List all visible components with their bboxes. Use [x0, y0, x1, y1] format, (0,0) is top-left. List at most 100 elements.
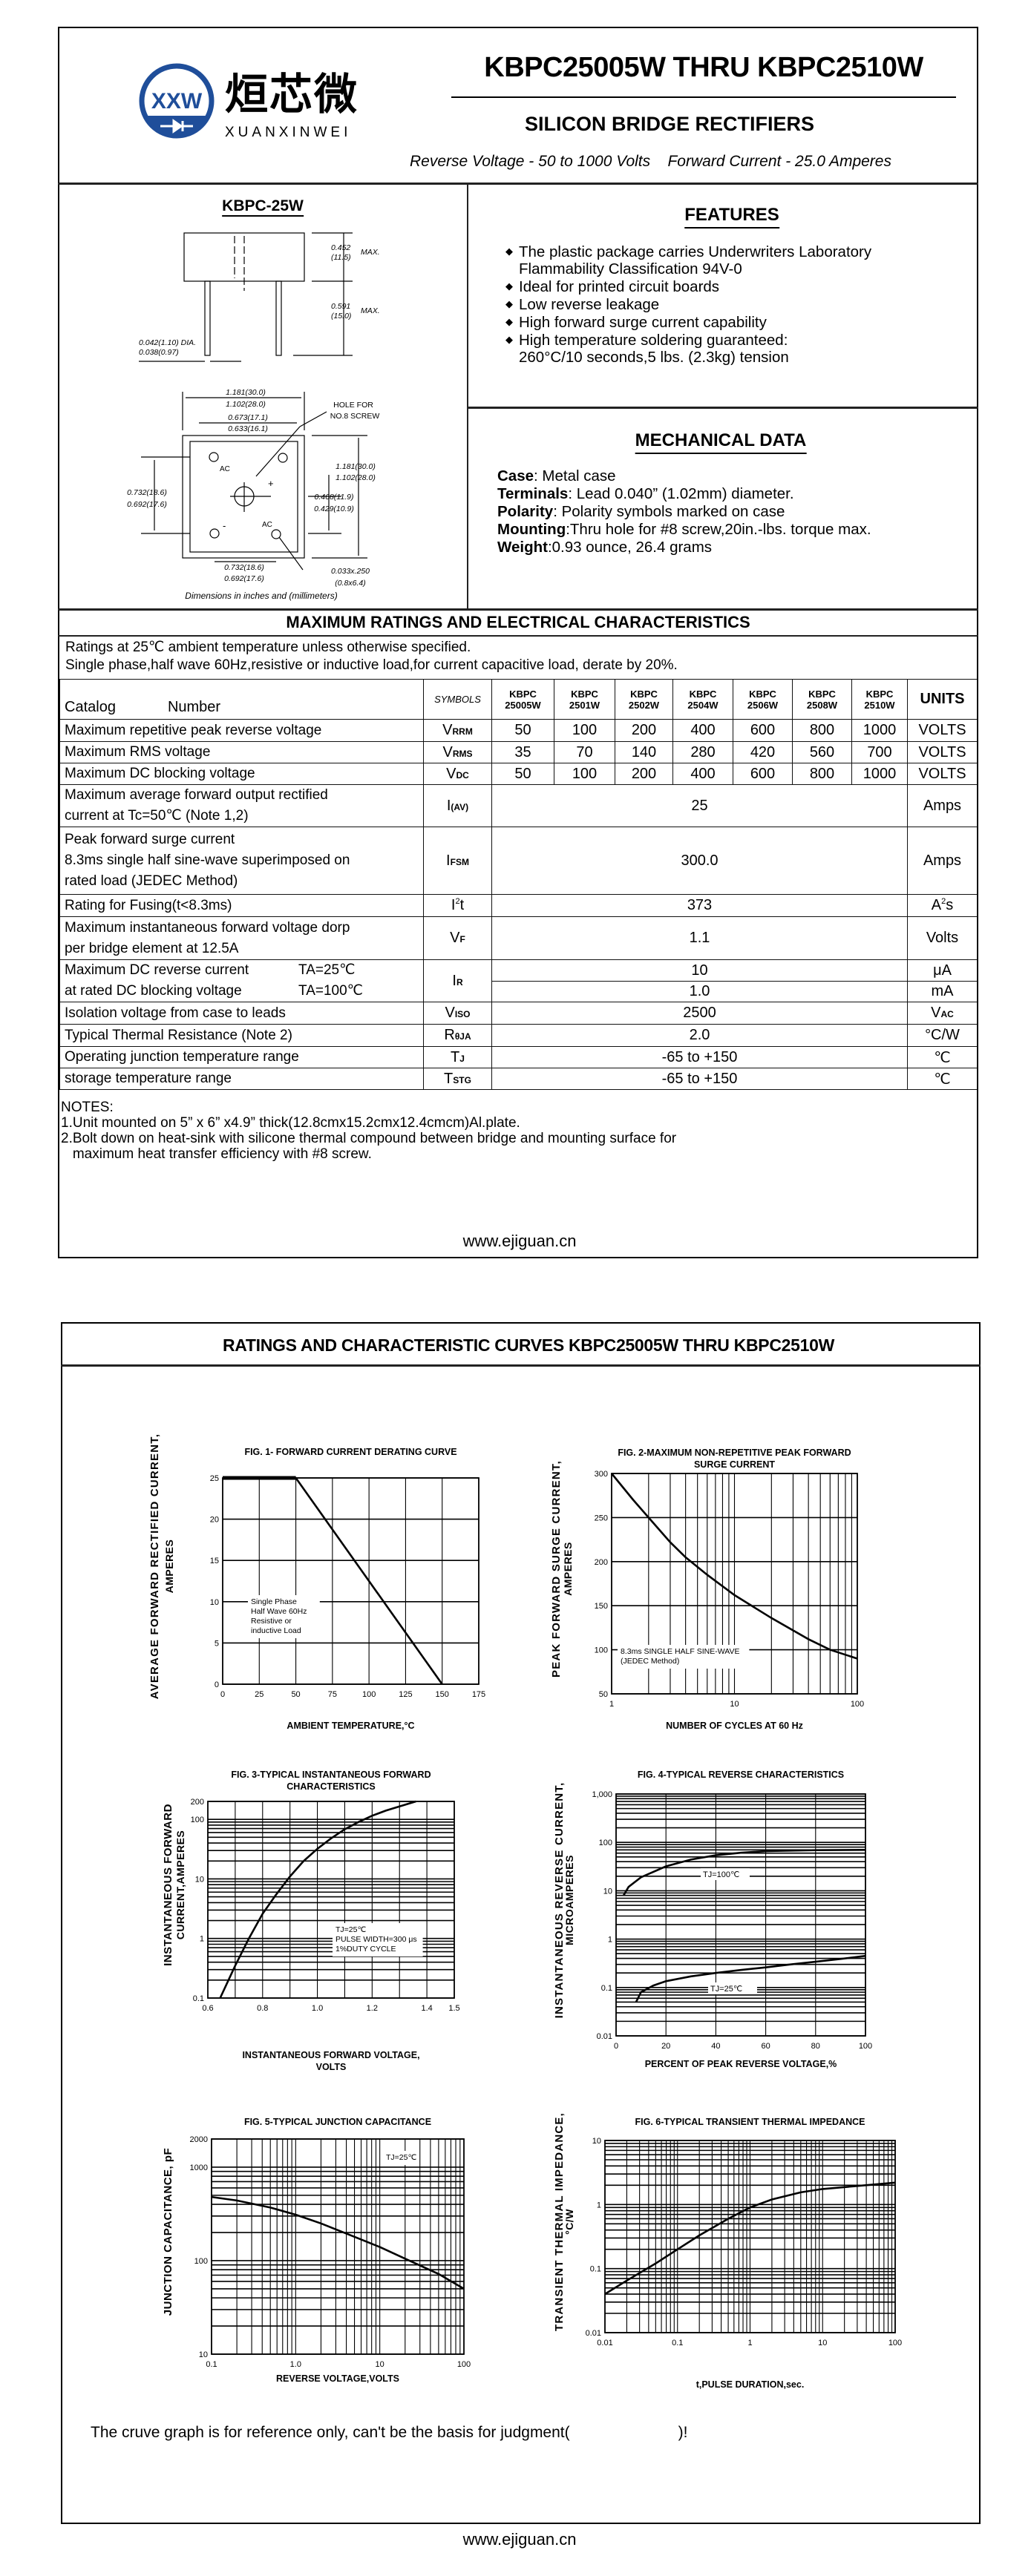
symbol-subscript: R: [456, 976, 463, 988]
part-suffix: 2501W: [569, 699, 600, 711]
series-curve: [622, 1849, 866, 1896]
x-tick-label: 1: [747, 2339, 752, 2347]
y-tick-label: 1,000: [592, 1790, 612, 1799]
feature-text: Ideal for printed circuit boards: [519, 278, 720, 295]
feature-text: Low reverse leakage: [519, 296, 660, 313]
x-tick-label: 1: [609, 1700, 614, 1709]
symbol: T: [444, 1070, 454, 1087]
y-tick-label: 1: [608, 1936, 612, 1945]
company-logo: XXW 烜芯微 XUANXINWEI: [138, 62, 383, 141]
x-axis-label: NUMBER OF CYCLES AT 60 Hz: [666, 1721, 803, 1731]
gridlines: [604, 2140, 896, 2333]
x-tick-label: 0.8: [257, 2004, 268, 2013]
header-divider: [58, 183, 978, 185]
package-lead: [204, 280, 211, 356]
x-tick-label: 80: [811, 2042, 820, 2051]
x-axis-label: t,PULSE DURATION,sec.: [696, 2379, 805, 2390]
part-prefix: KBPC: [689, 688, 717, 700]
symbol-tail: t: [459, 897, 465, 913]
series-label: TJ=100℃: [703, 1870, 739, 1879]
symbol-subscript: (AV): [451, 801, 469, 812]
y-tick-label: 0.01: [597, 2032, 612, 2041]
description-text: Maximum repetitive peak reverse voltage: [65, 722, 322, 738]
ratings-heading: MAXIMUM RATINGS AND ELECTRICAL CHARACTER…: [286, 613, 750, 631]
symbol-subscript: J: [459, 1053, 465, 1064]
dim-hole-note-2: NO.8 SCREW: [330, 412, 380, 421]
gridlines: [211, 2138, 465, 2355]
unit-cell: VOLTS: [907, 719, 978, 742]
description-line: Isolation voltage from case to leads: [65, 1003, 419, 1024]
description-text: storage temperature range: [65, 1071, 232, 1086]
part-suffix: 2508W: [806, 699, 838, 711]
description-line: Maximum DC reverse current TA=25℃: [65, 961, 419, 982]
value-cell: 800: [792, 763, 852, 785]
gridlines: [222, 1477, 480, 1685]
table-header-row: Catalog Number SYMBOLS KBPC 25005W KBPC 2501W K…: [59, 679, 978, 720]
footer-url[interactable]: www.ejiguan.cn: [462, 2530, 577, 2549]
x-tick-label: 100: [888, 2339, 902, 2347]
footer-url[interactable]: www.ejiguan.cn: [462, 1232, 577, 1250]
y-axis-label: JUNCTION CAPACITANCE, pF: [162, 2148, 174, 2316]
ratings-condition-2: Single phase,half wave 60Hz,resistive or…: [65, 657, 678, 673]
forward-current-summary: Forward Current - 25.0 Amperes: [667, 153, 891, 170]
description-line: Typical Thermal Resistance (Note 2): [65, 1025, 419, 1046]
description-line: at rated DC blocking voltage TA=100℃: [65, 981, 419, 1002]
symbol-subscript: ISO: [454, 1009, 471, 1019]
table-row: Maximum DC reverse current TA=25℃ at rated…: [59, 959, 978, 1002]
symbol: I: [452, 972, 456, 989]
package-dimension-drawing: 0.452 (11.5) MAX. 0.591 (15.0) MAX. 0.04…: [127, 232, 380, 601]
x-tick-label: 1.5: [448, 2004, 459, 2013]
x-tick-label: 10: [730, 1700, 739, 1709]
y-tick-label: 0.1: [193, 1994, 204, 2003]
parameter-description: Maximum repetitive peak reverse voltage: [59, 719, 424, 742]
series-curve: [610, 1473, 858, 1660]
page-title: KBPC25005W THRU KBPC2510W: [484, 52, 923, 83]
header-number: Number: [167, 699, 221, 715]
chart-title: FIG. 1- FORWARD CURRENT DERATING CURVE: [244, 1447, 456, 1457]
ratings-title-divider: [58, 635, 978, 637]
disclaimer: The cruve graph is for reference only, c…: [91, 2424, 687, 2442]
symbol-subscript: FSM: [450, 856, 469, 867]
x-tick-label: 60: [761, 2042, 770, 2051]
unit: mA: [931, 983, 954, 999]
series-label: TJ=25℃: [710, 1985, 742, 1994]
description-line: Maximum average forward output rectified: [65, 786, 419, 806]
plot-frame: [611, 1473, 858, 1695]
value-cell: 560: [792, 741, 852, 763]
header-catalog-number: Catalog Number: [59, 679, 424, 720]
feature-line: ◆ Ideal for printed circuit boards: [505, 277, 719, 295]
pin-label-ac: AC: [262, 521, 272, 529]
plot-frame: [604, 2140, 896, 2333]
chart-fig1: FIG. 1- FORWARD CURRENT DERATING CURVE 0 2…: [148, 1433, 485, 1731]
y-tick-label: 1: [597, 2201, 601, 2209]
mechanical-label: Case: [497, 467, 534, 484]
unit: ℃: [934, 1071, 951, 1088]
x-tick-label: 10: [376, 2360, 384, 2369]
x-tick-label: 0.1: [672, 2339, 683, 2347]
note-2: 2.Bolt down on heat-sink with silicone t…: [61, 1131, 677, 1146]
value-cell: 420: [733, 741, 793, 763]
symbol-cell: RθJA: [423, 1024, 492, 1047]
dim-pin-left-min: 0.692(17.6): [127, 500, 167, 509]
header-catalog: Catalog: [65, 699, 116, 715]
annotation-text: 1%DUTY CYCLE: [336, 1945, 396, 1954]
description-line: storage temperature range: [65, 1069, 419, 1089]
mechanical-value: :Thru hole for #8 screw,20in.-lbs. torqu…: [566, 521, 871, 538]
chart-fig2: FIG. 2-MAXIMUM NON-REPETITIVE PEAK FORWA…: [550, 1448, 864, 1731]
value-cell: 100: [554, 719, 615, 742]
table-row: Operating junction temperature range TJ -6…: [59, 1046, 978, 1068]
chart-fig4: FIG. 4-TYPICAL REVERSE CHARACTERISTICS 0 2…: [553, 1770, 872, 2069]
mechanical-item: Case: Metal case: [497, 467, 616, 485]
y-axis-label: TRANSIENT THERMAL IMPEDANCE,: [553, 2112, 566, 2331]
header-part-number: KBPC 2508W: [792, 679, 852, 720]
dim-height-max: 1.181(30.0): [336, 462, 376, 471]
y-tick-label: 25: [210, 1474, 219, 1483]
y-tick-label: 10: [210, 1598, 219, 1607]
column-divider: [467, 183, 468, 609]
series-curve: [604, 2181, 896, 2296]
parameter-description: Operating junction temperature range: [59, 1046, 424, 1068]
y-axis-label: CURRENT,AMPERES: [174, 1830, 186, 1940]
value-cell: 1000: [851, 719, 908, 742]
bullet-diamond-icon: ◆: [505, 298, 513, 309]
annotation-text: (JEDEC Method): [621, 1657, 679, 1666]
